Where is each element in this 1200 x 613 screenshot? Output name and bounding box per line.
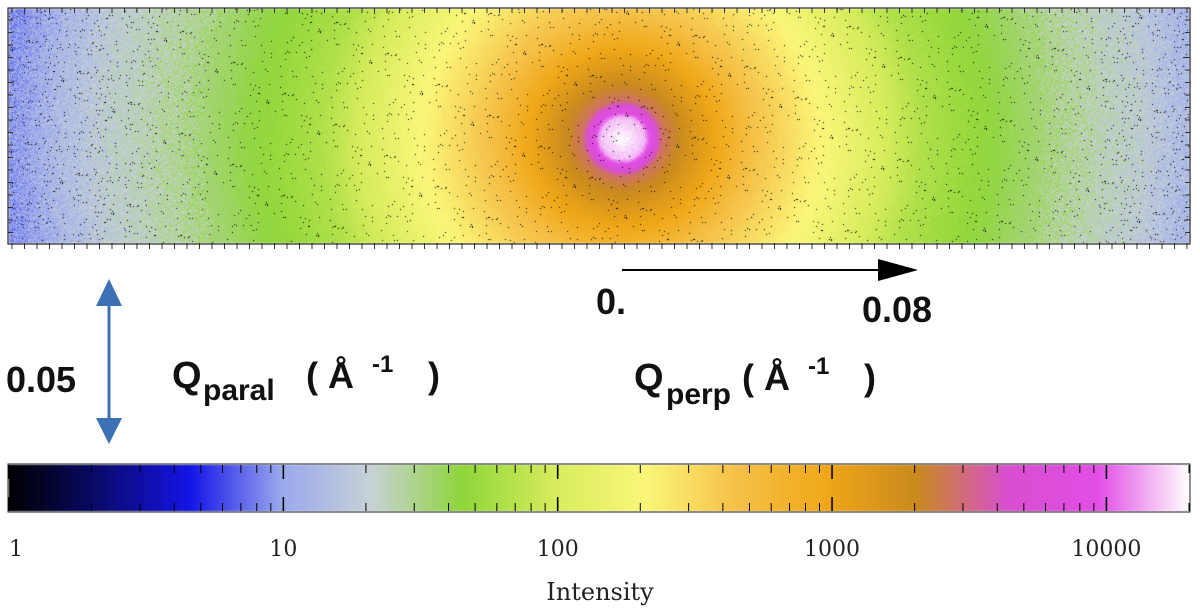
qparal-unit-close: ): [428, 355, 440, 396]
colorbar-tick-label: 1: [9, 537, 23, 562]
qperp-symbol: Q: [634, 357, 664, 399]
qparal-arrowhead-up: [96, 279, 122, 306]
qperp-subscript: perp: [666, 378, 731, 411]
colorbar-tick-label: 1000: [804, 537, 860, 562]
qparal-axis-label: Q paral ( Å -1 ): [172, 351, 440, 407]
colorbar-tick-label: 10000: [1071, 537, 1141, 562]
qparal-value-label: 0.05: [6, 359, 76, 400]
detector-frame-ticks: [8, 8, 1190, 249]
detector-frame: [7, 7, 1191, 245]
qperp-unit-open: ( Å: [742, 357, 790, 398]
qperp-unit-exponent: -1: [808, 353, 829, 380]
qparal-scale-arrow: [96, 279, 122, 444]
qperp-end-label: 0.08: [862, 289, 932, 330]
qparal-symbol: Q: [172, 355, 202, 397]
qperp-scale-arrow: [622, 259, 918, 281]
colorbar-tick-label: 100: [537, 537, 579, 562]
colorbar-tick-labels: 1 10 100 1000 10000: [9, 537, 1141, 562]
qperp-unit-close: ): [864, 357, 876, 398]
colorbar-frame: [7, 463, 1191, 513]
colorbar-ticks: [8, 465, 1190, 511]
qparal-subscript: paral: [203, 374, 275, 407]
qparal-unit-exponent: -1: [372, 351, 393, 378]
qparal-arrowhead-down: [96, 418, 122, 444]
colorbar-tick-label: 10: [269, 537, 297, 562]
qperp-start-label: 0.: [596, 281, 626, 322]
qparal-unit-open: ( Å: [306, 355, 354, 396]
qperp-axis-label: Q perp ( Å -1 ): [634, 353, 876, 411]
colorbar-label: Intensity: [546, 578, 654, 606]
qperp-arrowhead: [878, 259, 918, 281]
